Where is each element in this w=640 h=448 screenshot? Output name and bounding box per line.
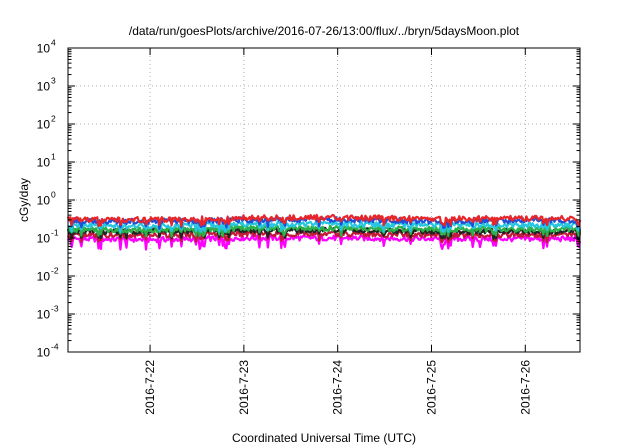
y-tick-base: 10 <box>37 156 51 170</box>
y-tick-label: 10 -4 <box>37 342 59 360</box>
y-axis-label: cGy/day <box>17 178 31 222</box>
x-axis-ticks: 2016-7-22 2016-7-23 2016-7-24 2016-7-25 2016… <box>143 48 532 415</box>
y-tick-label: 10 4 <box>37 38 56 56</box>
x-tick-label: 2016-7-22 <box>143 360 157 415</box>
y-tick-exponent: -3 <box>51 304 59 314</box>
y-tick-base: 10 <box>37 270 51 284</box>
series-layer <box>66 213 582 251</box>
y-tick-label: 10 -1 <box>37 228 59 246</box>
y-tick-base: 10 <box>37 194 51 208</box>
y-tick-label: 10 3 <box>37 76 56 94</box>
x-axis-label: Coordinated Universal Time (UTC) <box>232 431 416 445</box>
x-tick-label: 2016-7-24 <box>331 360 345 415</box>
y-tick-exponent: 1 <box>51 152 56 162</box>
y-tick-exponent: -1 <box>51 228 59 238</box>
y-tick-exponent: 4 <box>51 38 56 48</box>
y-tick-exponent: -4 <box>51 342 59 352</box>
y-tick-label: 10 -3 <box>37 304 59 322</box>
y-tick-label: 10 1 <box>37 152 56 170</box>
grid-lines <box>68 48 580 352</box>
y-tick-base: 10 <box>37 232 51 246</box>
y-tick-exponent: 2 <box>51 114 56 124</box>
series-line <box>67 220 582 234</box>
y-tick-label: 10 0 <box>37 190 56 208</box>
series-line <box>66 213 582 228</box>
y-tick-label: 10 2 <box>37 114 56 132</box>
y-tick-base: 10 <box>37 80 51 94</box>
y-tick-exponent: -2 <box>51 266 59 276</box>
x-tick-label: 2016-7-25 <box>424 360 438 415</box>
y-tick-exponent: 3 <box>51 76 56 86</box>
y-tick-base: 10 <box>37 118 51 132</box>
y-tick-exponent: 0 <box>51 190 56 200</box>
y-tick-label: 10 -2 <box>37 266 59 284</box>
chart-title: /data/run/goesPlots/archive/2016-07-26/1… <box>129 24 520 38</box>
y-tick-base: 10 <box>37 308 51 322</box>
y-tick-base: 10 <box>37 42 51 56</box>
x-tick-label: 2016-7-26 <box>518 360 532 415</box>
x-tick-label: 2016-7-23 <box>237 360 251 415</box>
series-line <box>66 224 582 238</box>
y-tick-base: 10 <box>37 346 51 360</box>
